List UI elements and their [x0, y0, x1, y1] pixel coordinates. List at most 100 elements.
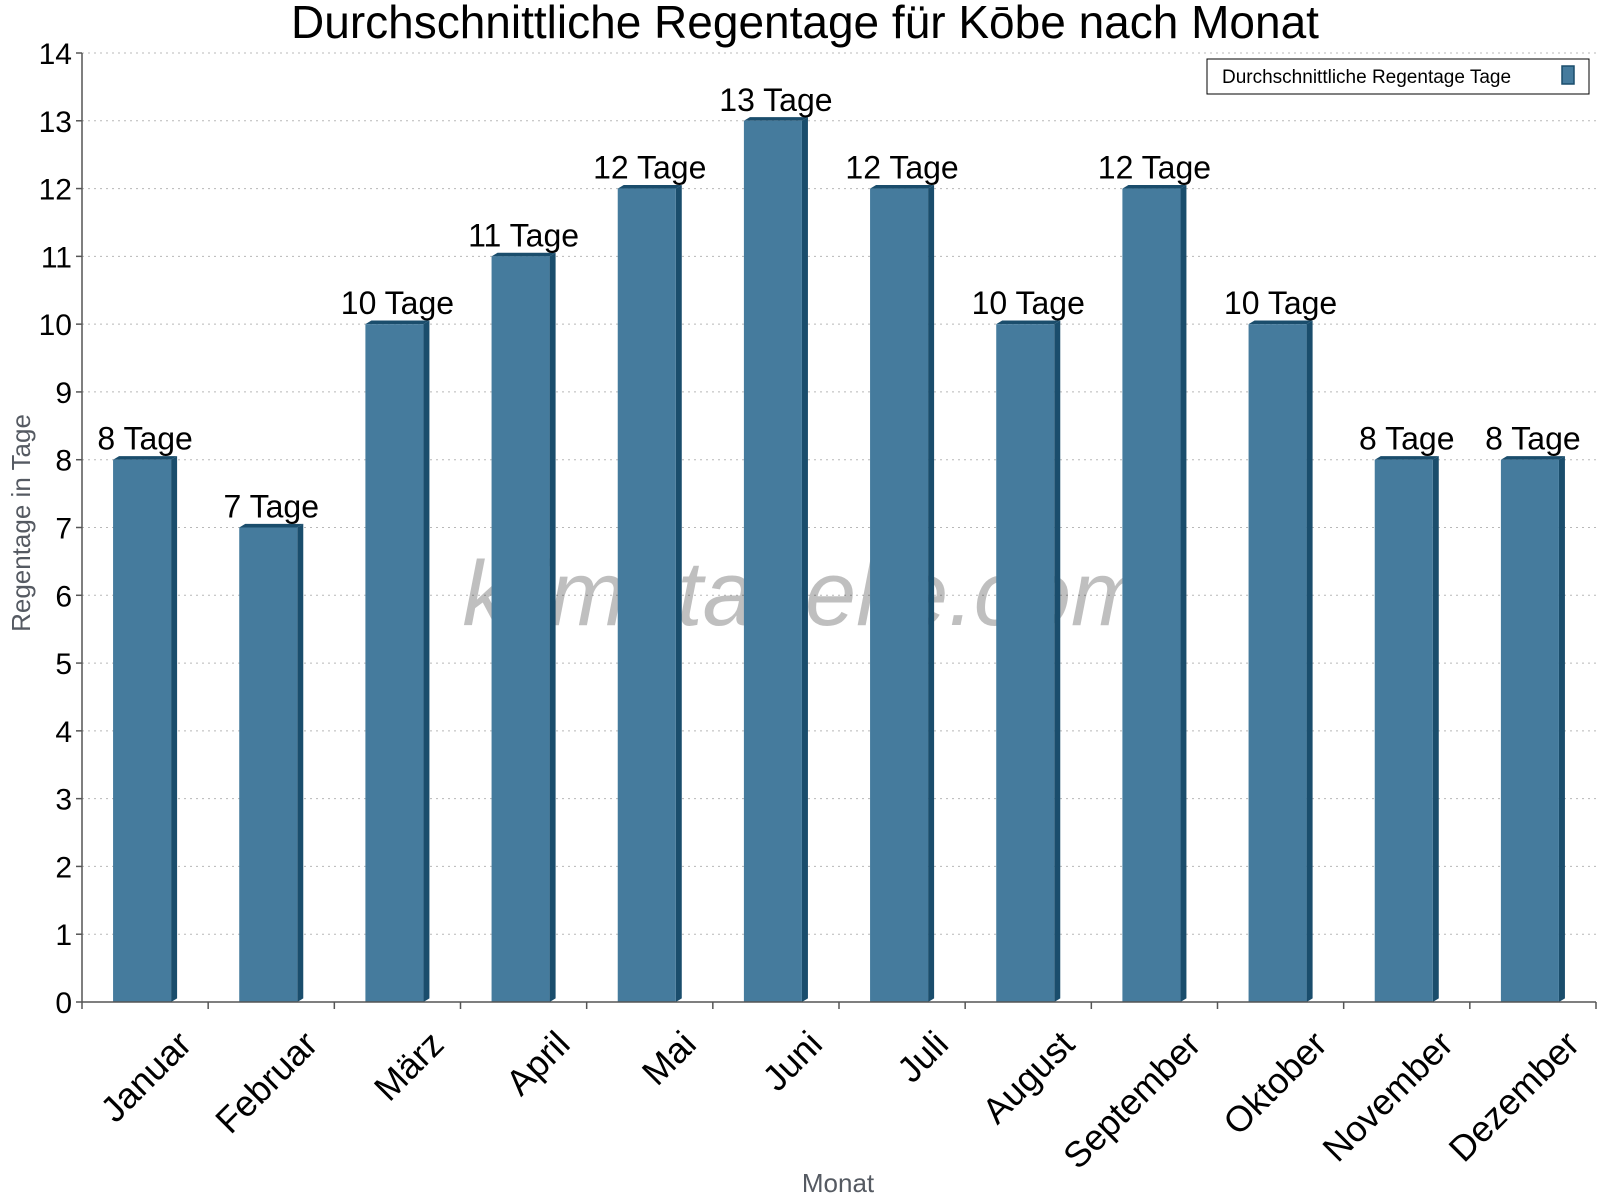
bar-juli — [870, 184, 935, 1003]
bar-side-märz — [423, 320, 430, 1002]
y-tick-label-9: 9 — [55, 377, 72, 410]
data-label-märz: 10 Tage — [341, 285, 454, 321]
data-label-september: 12 Tage — [1098, 150, 1211, 186]
bar-front-juli — [870, 188, 929, 1003]
x-tick-label-mai: Mai — [634, 1023, 704, 1093]
gridlines — [82, 52, 1596, 935]
bar-side-september — [1180, 184, 1187, 1002]
legend-swatch — [1561, 65, 1575, 85]
bar-front-august — [996, 324, 1055, 1003]
bar-top-november — [1374, 456, 1439, 460]
bar-top-märz — [365, 320, 430, 325]
bar-april — [491, 252, 556, 1002]
y-tick-label-2: 2 — [55, 851, 72, 884]
x-tick-label-april: April — [498, 1023, 578, 1103]
x-axis-ticks: Januar Februar März April Mai Juni Juli AugustS… — [92, 1023, 1587, 1177]
bar-top-april — [491, 252, 556, 257]
bar-top-oktober — [1248, 320, 1313, 325]
y-tick-label-7: 7 — [55, 513, 72, 546]
y-tick-label-6: 6 — [55, 580, 72, 613]
bar-front-april — [491, 256, 550, 1002]
bar-side-april — [549, 252, 556, 1002]
x-tick-label-november: November — [1314, 1023, 1460, 1169]
bar-märz — [365, 320, 430, 1003]
bar-mai — [617, 184, 682, 1003]
data-label-oktober: 10 Tage — [1224, 285, 1337, 321]
y-tick-label-14: 14 — [39, 38, 72, 71]
y-tick-label-12: 12 — [39, 174, 72, 207]
x-axis-title: Monat — [802, 1168, 875, 1198]
x-tick-label-juni: Juni — [754, 1023, 830, 1099]
bar-side-oktober — [1306, 320, 1313, 1002]
bar-top-dezember — [1500, 456, 1565, 460]
bar-front-juni — [743, 120, 802, 1003]
bar-side-juli — [928, 184, 935, 1002]
data-label-april: 11 Tage — [468, 217, 579, 253]
bar-side-januar — [171, 456, 178, 1003]
bar-september — [1122, 184, 1187, 1003]
legend: Durchschnittliche Regentage Tage — [1206, 58, 1590, 95]
y-tick-label-11: 11 — [41, 241, 72, 274]
bar-front-mai — [617, 188, 676, 1003]
bar-top-februar — [239, 523, 304, 528]
y-tick-label-10: 10 — [39, 309, 72, 342]
bar-side-februar — [297, 523, 304, 1002]
x-tick-label-juli: Juli — [889, 1023, 956, 1090]
bar-front-september — [1122, 188, 1181, 1003]
bar-dezember — [1500, 456, 1565, 1003]
x-tick-label-januar: Januar — [92, 1023, 199, 1130]
bar-juni — [743, 117, 808, 1003]
bar-top-mai — [617, 184, 682, 189]
bar-januar — [113, 456, 178, 1003]
bar-top-september — [1122, 184, 1187, 189]
chart-title: Durchschnittliche Regentage für Kōbe nac… — [291, 0, 1319, 48]
bar-februar — [239, 523, 304, 1002]
bar-side-juni — [801, 117, 808, 1002]
y-axis-title: Regentage in Tage — [6, 414, 36, 632]
y-tick-label-4: 4 — [55, 716, 72, 749]
data-labels: 8 Tage 7 Tage 10 Tage 11 Tage 12 Tage 13 Tage… — [97, 82, 1580, 525]
data-label-august: 10 Tage — [972, 285, 1085, 321]
axes — [81, 53, 1597, 1009]
bar-top-juni — [743, 117, 808, 121]
data-label-dezember: 8 Tage — [1485, 421, 1581, 457]
y-tick-label-1: 1 — [55, 919, 72, 952]
bar-november — [1374, 456, 1439, 1003]
bar-front-februar — [239, 527, 298, 1002]
bar-front-dezember — [1500, 459, 1559, 1002]
bar-side-mai — [675, 184, 682, 1002]
x-tick-label-dezember: Dezember — [1441, 1023, 1587, 1169]
bar-front-januar — [113, 459, 172, 1002]
data-label-juli: 12 Tage — [845, 150, 958, 186]
bar-front-november — [1374, 459, 1433, 1002]
bar-side-august — [1054, 320, 1061, 1002]
y-tick-label-5: 5 — [55, 648, 72, 681]
bar-top-januar — [113, 456, 178, 460]
x-tick-label-oktober: Oktober — [1215, 1023, 1335, 1143]
y-tick-label-3: 3 — [55, 784, 72, 817]
bar-august — [996, 320, 1061, 1003]
legend-box — [1206, 58, 1590, 95]
bar-oktober — [1248, 320, 1313, 1003]
bar-top-juli — [870, 184, 935, 189]
bar-side-dezember — [1558, 456, 1565, 1003]
x-tick-label-märz: März — [366, 1023, 452, 1109]
x-tick-label-februar: Februar — [207, 1023, 325, 1141]
bar-front-oktober — [1248, 324, 1307, 1003]
bar-top-august — [996, 320, 1061, 325]
data-label-november: 8 Tage — [1359, 421, 1455, 457]
y-tick-label-13: 13 — [39, 106, 72, 139]
x-tick-label-september: September — [1055, 1023, 1209, 1177]
x-tick-label-august: August — [974, 1023, 1082, 1131]
bar-side-november — [1432, 456, 1439, 1003]
bar-front-märz — [365, 324, 424, 1003]
legend-entry-label: Durchschnittliche Regentage Tage — [1222, 67, 1511, 88]
data-label-juni: 13 Tage — [719, 82, 832, 118]
data-label-februar: 7 Tage — [224, 489, 320, 525]
data-label-mai: 12 Tage — [593, 150, 706, 186]
y-tick-label-0: 0 — [55, 987, 72, 1020]
y-tick-label-8: 8 — [55, 445, 72, 478]
data-label-januar: 8 Tage — [97, 421, 193, 457]
